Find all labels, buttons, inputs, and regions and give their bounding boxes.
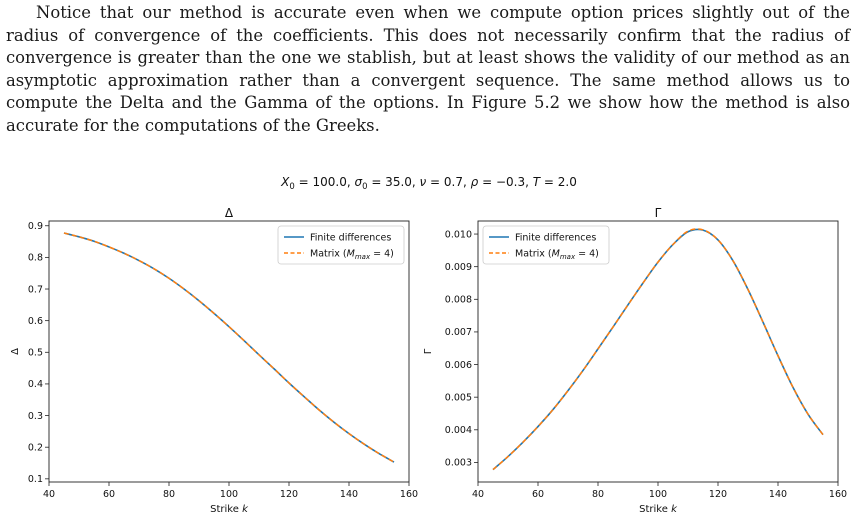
x-tick-label: 160 (829, 489, 847, 500)
legend-box (482, 225, 610, 265)
y-tick-label: 0.003 (445, 458, 472, 469)
gamma-legend: Finite differences Matrix (Mmax = 4) (482, 225, 610, 265)
y-tick-label: 0.4 (28, 379, 43, 390)
suptitle-part: X (280, 175, 290, 189)
series-line-finite-differences (63, 232, 395, 463)
x-tick-label: 120 (280, 489, 298, 500)
y-tick-label: 0.009 (445, 262, 472, 273)
suptitle-part: = 0.7, (426, 175, 470, 189)
suptitle-part: σ (354, 175, 362, 189)
y-tick-label: 0.6 (28, 316, 43, 327)
y-tick-label: 0.2 (28, 443, 43, 454)
y-tick-label: 0.004 (445, 425, 472, 436)
y-tick-label: 0.005 (445, 392, 472, 403)
y-tick-label: 0.1 (28, 474, 43, 485)
x-tick-label: 80 (592, 489, 604, 500)
y-tick-label: 0.006 (445, 360, 472, 371)
paragraph-text: Notice that our method is accurate even … (6, 3, 850, 135)
y-tick-label: 0.8 (28, 253, 43, 264)
figure: X0 = 100.0, σ0 = 35.0, ν = 0.7, ρ = −0.3… (10, 175, 847, 515)
legend-label-fd: Finite differences (515, 233, 596, 244)
gamma-ylabel: Γ (423, 348, 434, 354)
x-tick-label: 40 (472, 489, 484, 500)
delta-title: Δ (225, 206, 234, 220)
y-tick-label: 0.5 (28, 348, 43, 359)
y-tick-label: 0.9 (28, 221, 43, 232)
legend-box (277, 225, 405, 265)
y-tick-label: 0.010 (445, 229, 472, 240)
x-tick-label: 140 (340, 489, 358, 500)
y-tick-label: 0.7 (28, 284, 43, 295)
gamma-title: Γ (655, 206, 662, 220)
gamma-lines (492, 228, 824, 471)
series-line-matrix (492, 228, 824, 471)
delta-panel: Δ 40 60 80 100 120 140 160 0.1 0.2 0.3 0.4 0.5 0.6 0.… (10, 206, 418, 515)
delta-xlabel: Strike k (210, 504, 249, 515)
x-tick-label: 40 (43, 489, 55, 500)
suptitle-part: 0 (289, 182, 294, 192)
x-tick-label: 160 (400, 489, 418, 500)
y-tick-label: 0.3 (28, 411, 43, 422)
legend-label-matrix: Matrix (Mmax = 4) (310, 249, 394, 262)
legend-label-matrix: Matrix (Mmax = 4) (515, 249, 599, 262)
x-tick-label: 120 (709, 489, 727, 500)
delta-lines (63, 232, 395, 463)
delta-ticks: 40 60 80 100 120 140 160 0.1 0.2 0.3 0.4 0.5 0.6 0.7 0… (28, 221, 418, 500)
suptitle-part: ρ (471, 175, 479, 189)
suptitle-part: = −0.3, (478, 175, 532, 189)
gamma-panel: Γ 40 60 80 100 120 140 160 0.003 0.004 0.005 0.006… (423, 206, 847, 515)
body-paragraph: Notice that our method is accurate even … (6, 2, 850, 138)
delta-axes-frame (48, 220, 410, 483)
x-tick-label: 140 (769, 489, 787, 500)
suptitle-part: = 2.0 (540, 175, 577, 189)
suptitle-part: = 100.0, (295, 175, 355, 189)
x-tick-label: 60 (103, 489, 115, 500)
gamma-axes-frame (477, 220, 839, 483)
y-tick-label: 0.007 (445, 327, 472, 338)
figure-suptitle: X0 = 100.0, σ0 = 35.0, ν = 0.7, ρ = −0.3… (280, 175, 577, 192)
suptitle-part: ν (420, 175, 427, 189)
delta-ylabel: Δ (10, 348, 21, 355)
gamma-xlabel: Strike k (639, 504, 678, 515)
series-line-matrix (63, 232, 395, 463)
suptitle-part: 0 (362, 182, 367, 192)
delta-legend: Finite differences Matrix (Mmax = 4) (277, 225, 405, 265)
suptitle-part: T (533, 175, 542, 189)
y-tick-label: 0.008 (445, 295, 472, 306)
series-line-finite-differences (492, 228, 824, 471)
suptitle-part: = 35.0, (368, 175, 420, 189)
x-tick-label: 80 (163, 489, 175, 500)
legend-label-fd: Finite differences (310, 233, 391, 244)
x-tick-label: 100 (649, 489, 667, 500)
x-tick-label: 60 (532, 489, 544, 500)
gamma-ticks: 40 60 80 100 120 140 160 0.003 0.004 0.005 0.006 0.… (445, 229, 847, 500)
x-tick-label: 100 (220, 489, 238, 500)
